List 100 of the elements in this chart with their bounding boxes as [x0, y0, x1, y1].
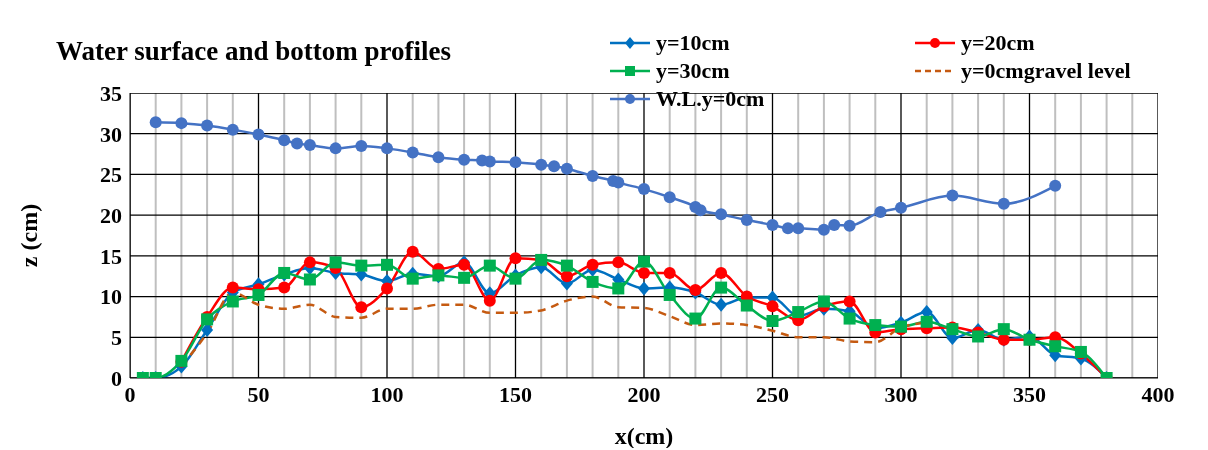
point [586, 258, 599, 271]
point [792, 222, 805, 235]
point [766, 218, 779, 231]
point [586, 170, 599, 183]
point [828, 218, 841, 231]
y-tick-label: 30 [100, 121, 122, 147]
point [638, 183, 650, 196]
y-tick-label: 25 [100, 162, 122, 188]
point [278, 134, 291, 147]
point [175, 117, 188, 130]
point [381, 142, 393, 155]
point [689, 312, 702, 325]
point [406, 272, 419, 285]
point [303, 273, 316, 286]
point [740, 299, 753, 312]
point [715, 208, 728, 221]
point [663, 288, 676, 301]
x-tick-label: 200 [627, 381, 661, 407]
point [226, 123, 239, 136]
x-tick-label: 150 [499, 381, 532, 407]
point [355, 139, 368, 152]
point [226, 281, 239, 294]
point [483, 259, 496, 272]
y-tick-label: 35 [100, 80, 122, 106]
point [874, 205, 887, 218]
point [740, 214, 753, 227]
y-tick-label: 15 [100, 243, 122, 269]
point [920, 315, 933, 328]
point [560, 259, 573, 272]
y-tick-label: 10 [100, 284, 122, 310]
legend-label: y=10cm [656, 30, 730, 56]
point [548, 160, 561, 173]
point [329, 256, 342, 269]
chart-title: Water surface and bottom profiles [56, 36, 451, 67]
point [381, 258, 393, 271]
point [303, 139, 316, 152]
point [509, 252, 522, 265]
point [663, 266, 676, 279]
point [997, 197, 1010, 210]
point [638, 266, 650, 279]
point [766, 315, 779, 327]
point [560, 162, 573, 175]
point [946, 189, 959, 202]
point [458, 271, 471, 284]
point [817, 295, 830, 308]
point [278, 281, 291, 294]
legend-label: y=30cm [656, 58, 730, 84]
x-tick-label: 250 [756, 381, 789, 407]
point [663, 191, 676, 204]
point [869, 319, 882, 332]
x-tick-label: 350 [1013, 381, 1046, 407]
legend-label: y=20cm [961, 30, 1035, 56]
x-tick-label: 50 [247, 381, 270, 407]
point [252, 288, 265, 301]
point [843, 295, 856, 308]
point [715, 297, 728, 312]
legend-label: W.L.y=0cm [656, 86, 765, 112]
legend-label: y=0cmgravel level [961, 58, 1131, 84]
point [355, 301, 368, 314]
point [694, 204, 707, 217]
point [612, 256, 625, 269]
point [329, 142, 342, 155]
point [303, 256, 316, 269]
point [715, 266, 728, 279]
point [1049, 179, 1062, 192]
point [766, 300, 779, 313]
point [843, 312, 856, 325]
y-tick-label: 5 [111, 325, 122, 351]
point [355, 259, 368, 272]
point [781, 222, 794, 235]
point [509, 156, 522, 169]
point [149, 116, 162, 129]
point [843, 219, 856, 232]
x-tick-label: 300 [884, 381, 918, 407]
point [792, 306, 805, 319]
point [291, 137, 304, 150]
point [612, 282, 625, 295]
x-tick-label: 100 [370, 381, 404, 407]
point [432, 151, 445, 164]
point [638, 281, 650, 296]
point [586, 275, 599, 288]
point [972, 330, 985, 343]
point [226, 295, 239, 308]
point [483, 294, 496, 307]
point [638, 255, 650, 268]
point [201, 119, 214, 132]
point [715, 281, 728, 294]
y-tick-label: 0 [111, 365, 122, 391]
point [997, 323, 1010, 336]
point [381, 282, 393, 295]
point [406, 146, 419, 159]
point [458, 153, 471, 166]
y-axis-title: z (cm) [15, 203, 42, 268]
point [817, 223, 830, 236]
x-tick-label: 400 [1141, 381, 1175, 407]
point [509, 272, 522, 285]
point [535, 158, 548, 171]
point [1049, 340, 1062, 353]
point [895, 201, 907, 214]
y-tick-label: 20 [100, 202, 122, 228]
